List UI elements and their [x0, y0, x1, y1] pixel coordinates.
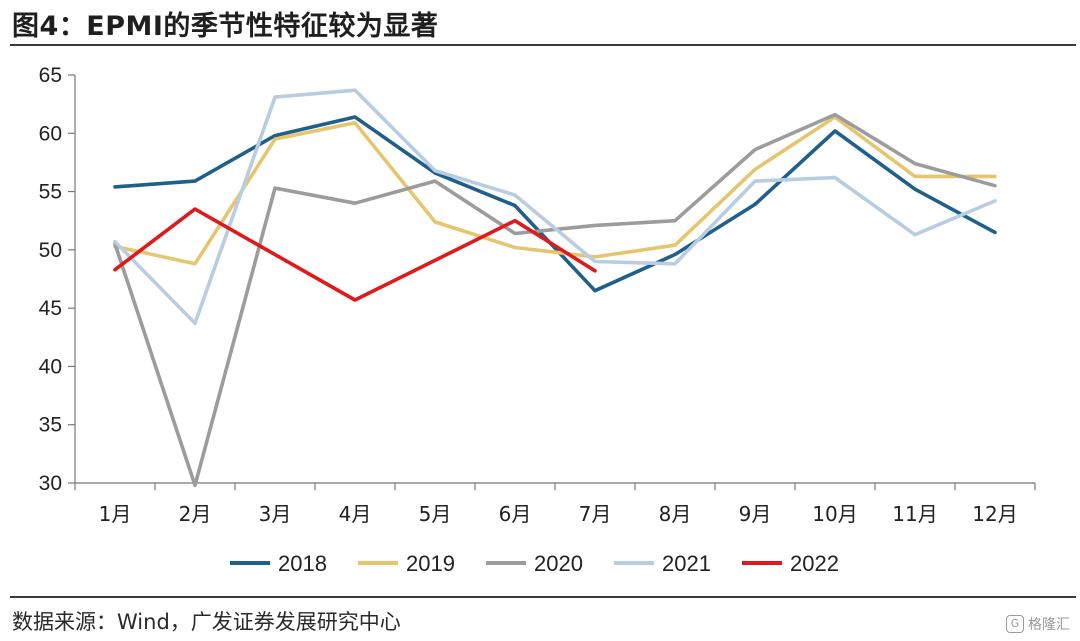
- epmi-line-chart: 30 35 40 45 50 55 60 65 1月 2月 3月 4月 5月 6月 7月 8月 9月 10月 11月…: [39, 64, 1036, 576]
- x-tick-label: 1月: [99, 502, 132, 526]
- y-tick-label: 30: [39, 472, 62, 495]
- series-line-2021: [113, 88, 997, 326]
- figure-title: 图4：EPMI的季节性特征较为显著: [12, 11, 439, 42]
- y-tick-label: 60: [39, 122, 62, 145]
- y-tick-label: 50: [39, 239, 62, 262]
- y-tick-label: 40: [39, 355, 62, 378]
- y-tick-label: 65: [39, 64, 62, 87]
- watermark-logo-icon: G: [1006, 615, 1024, 633]
- x-tick-label: 3月: [259, 502, 292, 526]
- x-tick-label: 6月: [499, 502, 532, 526]
- legend-label-2018: 2018: [278, 551, 327, 576]
- footer-rule: [10, 596, 1076, 598]
- series-line-2019: [113, 115, 997, 266]
- y-tick-label: 45: [39, 297, 62, 320]
- watermark: G 格隆汇: [1006, 614, 1070, 634]
- y-tick-label: 55: [39, 181, 62, 204]
- x-tick-label: 9月: [739, 502, 772, 526]
- legend-label-2022: 2022: [790, 551, 839, 576]
- chart-legend: 2018 2019 2020 2021 2022: [230, 551, 839, 576]
- series-lines: [113, 88, 997, 488]
- series-line-2022: [113, 207, 597, 302]
- title-rule: [10, 44, 1076, 46]
- series-line-2018: [113, 115, 997, 293]
- x-tick-label: 11月: [892, 502, 937, 526]
- x-tick-label: 10月: [812, 502, 857, 526]
- legend-label-2020: 2020: [534, 551, 583, 576]
- series-line-2020: [113, 112, 997, 488]
- source-note: 数据来源：Wind，广发证券发展研究中心: [12, 610, 401, 634]
- legend-label-2021: 2021: [662, 551, 711, 576]
- legend-label-2019: 2019: [406, 551, 455, 576]
- x-tick-label: 2月: [179, 502, 212, 526]
- axes: 30 35 40 45 50 55 60 65 1月 2月 3月 4月 5月 6月 7月 8月 9月 10月 11月…: [39, 64, 1036, 526]
- watermark-text: 格隆汇: [1028, 617, 1070, 633]
- x-tick-label: 12月: [972, 502, 1017, 526]
- x-tick-label: 7月: [579, 502, 612, 526]
- x-tick-label: 5月: [419, 502, 452, 526]
- x-tick-label: 4月: [339, 502, 372, 526]
- y-tick-label: 35: [39, 414, 62, 437]
- x-tick-label: 8月: [659, 502, 692, 526]
